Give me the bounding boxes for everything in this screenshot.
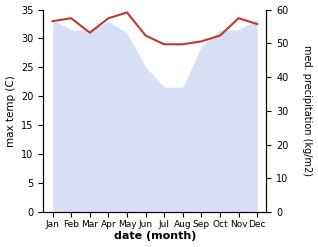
Y-axis label: med. precipitation (kg/m2): med. precipitation (kg/m2) — [302, 45, 313, 176]
X-axis label: date (month): date (month) — [114, 231, 196, 242]
Y-axis label: max temp (C): max temp (C) — [5, 75, 16, 147]
